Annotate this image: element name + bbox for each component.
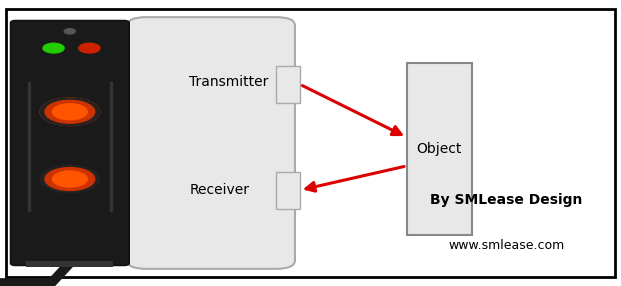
Bar (407, 63, 472, 235)
Text: Object: Object (417, 142, 462, 156)
Circle shape (45, 168, 94, 190)
Bar (26, 261, 114, 267)
Bar (276, 66, 300, 103)
Circle shape (43, 43, 64, 53)
Circle shape (52, 104, 87, 120)
Circle shape (79, 43, 100, 53)
Circle shape (45, 100, 94, 123)
Circle shape (40, 98, 99, 126)
Text: By SMLease Design: By SMLease Design (430, 193, 582, 207)
Bar (276, 172, 300, 209)
Text: Transmitter: Transmitter (189, 75, 269, 88)
Text: Receiver: Receiver (189, 183, 250, 197)
FancyBboxPatch shape (21, 33, 119, 66)
Circle shape (52, 171, 87, 187)
FancyBboxPatch shape (11, 21, 129, 265)
Text: www.smlease.com: www.smlease.com (448, 239, 564, 253)
Circle shape (40, 165, 99, 193)
Circle shape (40, 98, 99, 126)
Circle shape (65, 29, 76, 34)
FancyBboxPatch shape (127, 17, 295, 269)
FancyBboxPatch shape (6, 9, 615, 277)
